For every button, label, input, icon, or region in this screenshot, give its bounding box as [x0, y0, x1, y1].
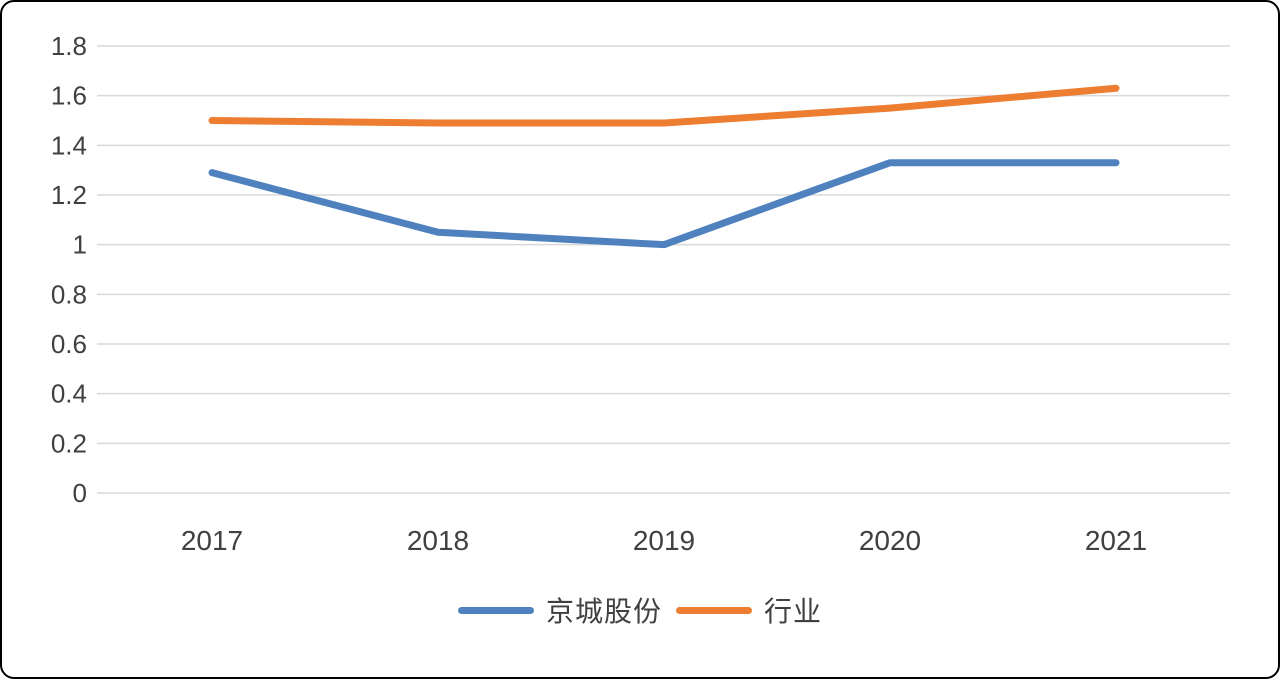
legend-item: 行业 — [676, 590, 822, 630]
y-tick-label: 0.2 — [51, 428, 87, 458]
y-tick-label: 0 — [73, 478, 87, 508]
x-tick-label: 2019 — [633, 525, 695, 556]
y-tick-label: 0.4 — [51, 379, 87, 409]
y-tick-label: 1.6 — [51, 81, 87, 111]
x-tick-label: 2021 — [1085, 525, 1147, 556]
y-tick-label: 1.8 — [51, 31, 87, 61]
series-line-京城股份 — [208, 159, 1120, 249]
y-tick-label: 0.8 — [51, 279, 87, 309]
legend-item: 京城股份 — [457, 590, 662, 630]
y-tick-label: 1.2 — [51, 180, 87, 210]
y-tick-label: 1.4 — [51, 130, 87, 160]
chart-legend: 京城股份 行业 — [2, 590, 1278, 630]
legend-label: 京城股份 — [545, 596, 662, 627]
y-tick-label: 1 — [73, 230, 87, 260]
series-line-行业 — [208, 84, 1120, 127]
legend-swatch — [676, 606, 752, 614]
x-tick-label: 2018 — [407, 525, 469, 556]
x-tick-label: 2020 — [859, 525, 921, 556]
line-chart: 0 0.2 0.4 0.6 0.8 1 1.2 1.4 1.6 1.8 2017 2018 2019 20… — [51, 31, 1230, 556]
legend-label: 行业 — [764, 596, 823, 627]
y-tick-label: 0.6 — [51, 329, 87, 359]
legend-swatch — [457, 606, 534, 614]
x-tick-label: 2017 — [181, 525, 243, 556]
